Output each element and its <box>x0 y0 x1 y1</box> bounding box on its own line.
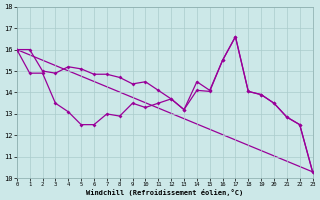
X-axis label: Windchill (Refroidissement éolien,°C): Windchill (Refroidissement éolien,°C) <box>86 189 243 196</box>
